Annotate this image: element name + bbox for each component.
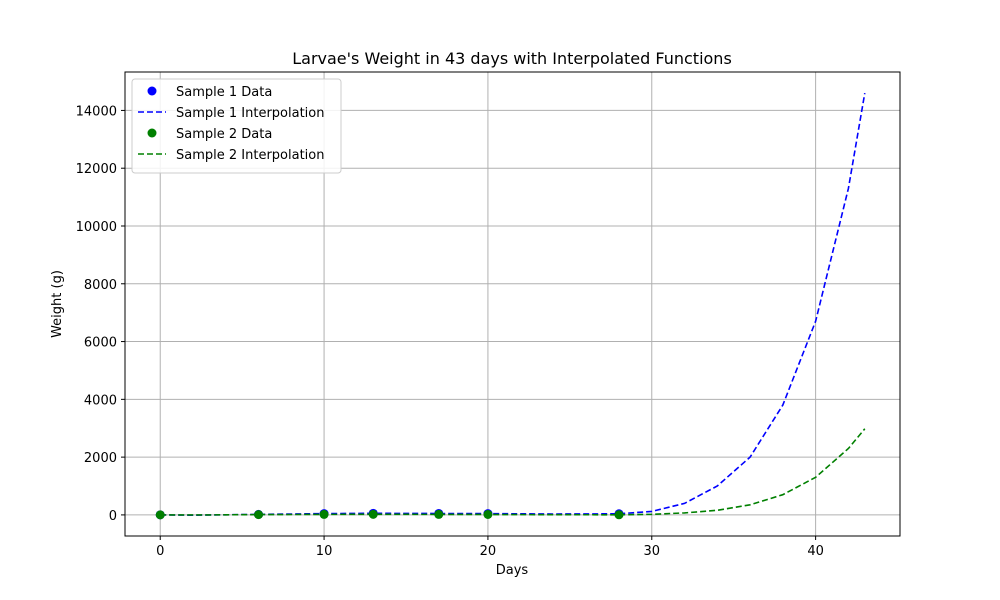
- data-point: [614, 510, 624, 520]
- plot-frame: [124, 71, 901, 537]
- y-axis-label: Weight (g): [50, 270, 65, 338]
- x-axis-label: Days: [496, 563, 529, 578]
- legend-box: [131, 78, 342, 174]
- y-tick-label: 6000: [84, 336, 117, 351]
- legend-label: Sample 2 Interpolation: [176, 148, 324, 163]
- y-tick-label: 14000: [76, 104, 117, 119]
- y-tick-label: 2000: [84, 451, 117, 466]
- x-tick-label: 40: [807, 544, 824, 559]
- x-tick-label: 10: [316, 544, 333, 559]
- y-tick-label: 4000: [84, 393, 117, 408]
- y-tick-label: 10000: [76, 220, 117, 235]
- data-point: [254, 510, 264, 520]
- series-layer: [155, 92, 866, 520]
- legend-label: Sample 1 Data: [176, 85, 272, 100]
- chart-title: Larvae's Weight in 43 days with Interpol…: [292, 49, 732, 68]
- data-point: [368, 509, 378, 519]
- interpolation-line: [160, 92, 866, 517]
- y-axis: 0 2000 4000 6000 8000 10000 12000 14000: [76, 104, 125, 524]
- legend-marker: [147, 86, 157, 96]
- data-point: [319, 509, 329, 519]
- y-tick-label: 0: [109, 509, 117, 524]
- legend-label: Sample 2 Data: [176, 127, 272, 142]
- legend-label: Sample 1 Interpolation: [176, 106, 324, 121]
- y-tick-label: 12000: [76, 162, 117, 177]
- legend-marker: [147, 128, 157, 138]
- x-tick-label: 20: [480, 544, 497, 559]
- data-point: [483, 509, 493, 519]
- y-tick-label: 8000: [84, 278, 117, 293]
- data-point: [434, 509, 444, 519]
- data-point: [155, 510, 165, 520]
- x-axis: 0 10 20 30 40: [156, 536, 824, 559]
- x-tick-label: 30: [643, 544, 660, 559]
- x-tick-label: 0: [156, 544, 164, 559]
- legend: Sample 1 Data Sample 1 Interpolation Sampl…: [131, 78, 342, 174]
